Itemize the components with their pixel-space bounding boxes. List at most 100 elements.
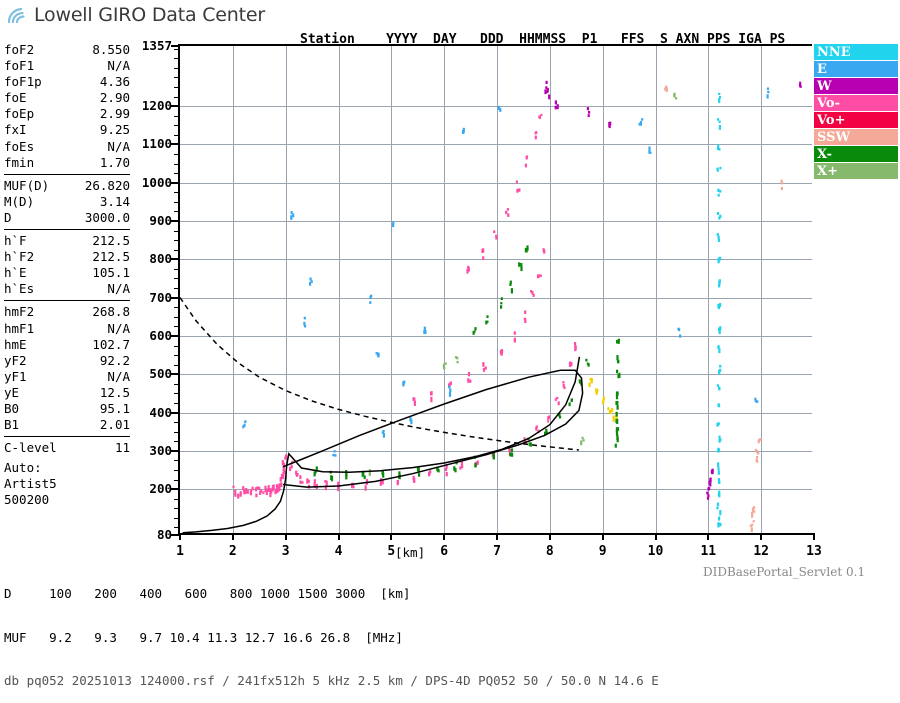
autoscaler-line: 500200 xyxy=(4,492,50,508)
y-axis-tick xyxy=(171,334,180,337)
param-value: 12.5 xyxy=(99,384,130,400)
trace-third-hop-o-trace-vo- xyxy=(466,113,543,274)
y-axis-minor-tick xyxy=(174,402,180,404)
param-row: B0 95.1 xyxy=(4,401,130,417)
y-axis-minor-tick xyxy=(174,201,180,203)
y-axis-minor-tick xyxy=(174,431,180,433)
legend-item-vo-[interactable]: Vo+ xyxy=(814,112,898,129)
y-axis-tick xyxy=(171,296,180,299)
param-value: 95.1 xyxy=(99,400,130,416)
ionogram-parameter-panel: foF2 8.550 foF1 N/A foF1p 4.36 foE 2.90 foEp 2.99… xyxy=(4,42,130,509)
x-axis-label: 1 xyxy=(176,544,184,559)
ionogram-plot[interactable]: 80 200 300 400 500 600 700 800 900 1000 1100 1200 13… xyxy=(142,38,822,559)
param-key: yF2 xyxy=(4,352,27,368)
y-axis-label: 1000 xyxy=(141,174,172,190)
x-axis-tick xyxy=(813,533,815,540)
grid-line-vertical xyxy=(708,46,710,533)
param-value: 4.36 xyxy=(99,74,130,90)
grid-line-vertical xyxy=(602,46,604,533)
param-key: C-level xyxy=(4,440,57,456)
param-group-divider xyxy=(4,173,130,175)
param-value: 9.25 xyxy=(99,122,130,138)
param-key: h`F xyxy=(4,233,27,249)
y-axis-minor-tick xyxy=(174,67,180,69)
param-row: fmin 1.70 xyxy=(4,155,130,171)
param-row: yF2 92.2 xyxy=(4,353,130,369)
trace-yellow-echo-branch xyxy=(588,377,618,423)
x-axis-tick xyxy=(179,533,181,540)
y-axis-minor-tick xyxy=(174,383,180,385)
x-axis-label: 8 xyxy=(545,544,554,559)
brand-title: Lowell GIRO Data Center xyxy=(34,4,265,26)
y-axis-label: 900 xyxy=(149,213,172,228)
y-axis-minor-tick xyxy=(174,134,180,136)
y-axis-label: 800 xyxy=(149,251,172,267)
grid-line-horizontal xyxy=(180,221,812,222)
param-key: D xyxy=(4,209,12,225)
param-value: N/A xyxy=(107,368,130,384)
legend-item-e[interactable]: E xyxy=(814,61,898,78)
param-value: 8.550 xyxy=(92,42,130,57)
trace-scattered-noise-e- xyxy=(242,87,770,457)
legend-item-x-[interactable]: X+ xyxy=(814,163,898,180)
x-axis-label: 9 xyxy=(598,544,607,559)
y-axis-minor-tick xyxy=(174,479,180,481)
y-axis-minor-tick xyxy=(174,508,180,510)
param-key: hmE xyxy=(4,336,27,352)
grid-line-vertical xyxy=(391,46,393,533)
y-axis-tick xyxy=(171,449,180,452)
grid-line-vertical xyxy=(232,46,234,533)
y-axis-label: 80 xyxy=(156,527,172,542)
y-axis-minor-tick xyxy=(174,173,180,175)
y-axis-label: 1100 xyxy=(141,136,172,152)
param-row: h`F 212.5 xyxy=(4,233,130,249)
y-axis-minor-tick xyxy=(174,192,180,194)
param-value: 102.7 xyxy=(92,336,130,352)
x-axis-label: 5 xyxy=(387,544,396,559)
ionogram-trace-canvas xyxy=(180,80,802,534)
y-axis-minor-tick xyxy=(174,326,180,328)
param-key: yE xyxy=(4,384,20,400)
grid-line-vertical xyxy=(761,46,763,533)
grid-line-vertical xyxy=(285,46,287,533)
param-value: N/A xyxy=(107,320,130,336)
legend-item-nne[interactable]: NNE xyxy=(814,44,898,61)
y-axis-minor-tick xyxy=(174,460,180,462)
param-row: h`E 105.1 xyxy=(4,265,130,281)
footer-block: D 100 200 400 600 800 1000 1500 3000 [km… xyxy=(4,558,659,703)
y-axis-minor-tick xyxy=(174,87,180,88)
y-axis-minor-tick xyxy=(174,469,180,471)
trace-fxi-x-column-x- xyxy=(614,338,621,448)
y-axis-label: 1357 xyxy=(141,38,172,53)
param-row: foF1p 4.36 xyxy=(4,74,130,90)
y-axis-minor-tick xyxy=(174,125,180,127)
legend-item-x-[interactable]: X- xyxy=(814,146,898,163)
trace-o-trace-e-layer-vo- xyxy=(232,454,288,499)
param-value: 212.5 xyxy=(92,233,130,249)
legend-item-vo-[interactable]: Vo- xyxy=(814,95,898,112)
y-axis-tick xyxy=(171,411,180,414)
param-row: B1 2.01 xyxy=(4,417,130,433)
y-axis-minor-tick xyxy=(174,288,180,289)
param-value: 268.8 xyxy=(92,304,130,320)
y-axis-label: 1200 xyxy=(141,98,172,114)
y-axis-minor-tick xyxy=(174,96,180,98)
trace-scattered-noise-x- xyxy=(368,92,678,476)
param-row: C-level 11 xyxy=(4,440,130,456)
y-axis-minor-tick xyxy=(174,230,180,232)
curve-muf-secant-curve xyxy=(180,297,579,451)
legend-item-ssw[interactable]: SSW xyxy=(814,129,898,146)
x-axis-tick xyxy=(707,533,710,540)
param-value: 2.90 xyxy=(99,90,130,106)
y-axis-minor-tick xyxy=(174,163,180,165)
curve-e-region-true-height xyxy=(282,369,584,488)
legend-item-w[interactable]: W xyxy=(814,78,898,95)
y-axis-minor-tick xyxy=(174,268,180,270)
param-value: 105.1 xyxy=(92,265,130,281)
y-axis-minor-tick xyxy=(174,441,180,443)
y-axis-tick xyxy=(171,534,180,536)
param-value: N/A xyxy=(107,281,130,297)
param-row: hmF1 N/A xyxy=(4,321,130,337)
y-axis-minor-tick xyxy=(174,345,180,347)
y-axis-label: 200 xyxy=(149,481,172,496)
